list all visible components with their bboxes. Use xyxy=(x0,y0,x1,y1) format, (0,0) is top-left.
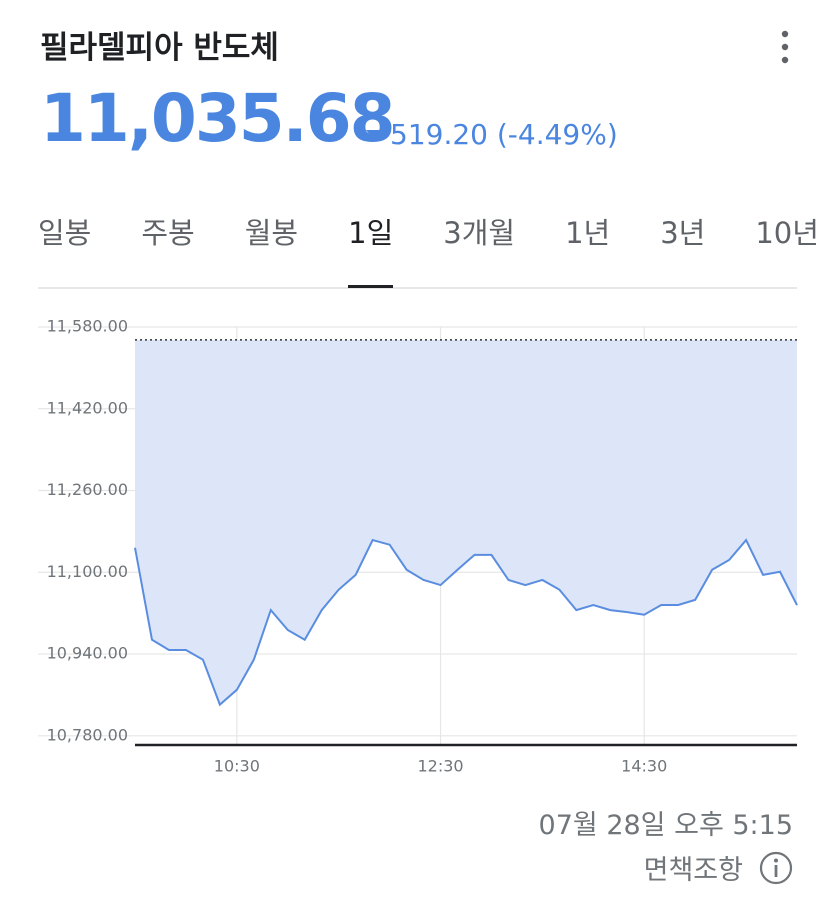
chart: 10,780.00 10,940.00 11,100.00 11,260.00 11,4… xyxy=(38,287,798,776)
area-fill xyxy=(135,339,797,705)
x-tick-label: 14:30 xyxy=(621,757,667,776)
tab[interactable]: 월봉 xyxy=(244,216,299,250)
tab[interactable]: 3개월 xyxy=(443,216,516,250)
tab[interactable]: 주봉 xyxy=(141,216,195,250)
x-tick-label: 10:30 xyxy=(214,757,260,776)
tab[interactable]: 3년 xyxy=(660,216,706,250)
tab[interactable]: 일봉 xyxy=(38,216,92,250)
timestamp: 07월 28일 오후 5:15 xyxy=(538,810,793,841)
disclaimer[interactable]: 면책조항 xyxy=(643,855,743,886)
tab-underline xyxy=(348,285,393,288)
y-tick-label: 11,260.00 xyxy=(47,480,128,499)
title: 필라델피아 반도체 xyxy=(40,30,279,66)
price: 11,035.68 xyxy=(40,80,396,157)
y-tick-label: 10,940.00 xyxy=(47,644,128,663)
tab[interactable]: 10년 xyxy=(755,216,819,250)
change: 519.20 (-4.49%) xyxy=(390,118,618,151)
y-tick-label: 11,100.00 xyxy=(47,562,128,581)
tab-bar: 일봉 주봉 월봉 1일 3개월 1년 3년 10년 xyxy=(38,210,835,252)
tab[interactable]: 1년 xyxy=(565,216,611,250)
y-tick-label: 10,780.00 xyxy=(47,725,128,744)
x-tick-label: 12:30 xyxy=(417,757,463,776)
y-tick-label: 11,580.00 xyxy=(47,317,128,336)
y-tick-label: 11,420.00 xyxy=(47,398,128,417)
price-line xyxy=(134,538,798,707)
menu-button[interactable] xyxy=(775,30,795,66)
tab[interactable]: 1일 xyxy=(348,216,394,250)
info-icon[interactable] xyxy=(758,850,794,886)
down-arrow xyxy=(366,130,382,140)
